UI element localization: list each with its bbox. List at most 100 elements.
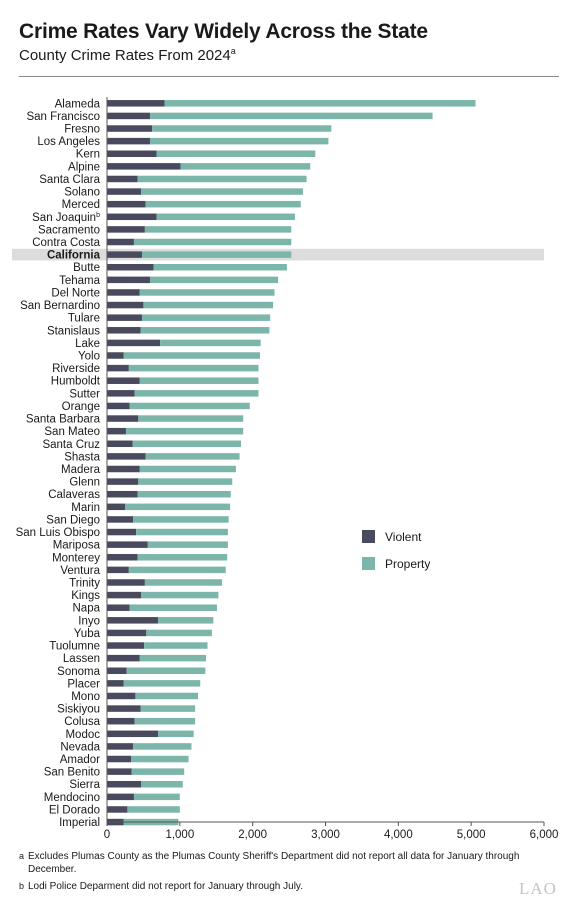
bar-property [131, 768, 185, 775]
bar-violent [107, 150, 157, 157]
footnote-b-mark: b [19, 881, 25, 891]
bar-property [133, 793, 180, 801]
bar-property [149, 137, 329, 145]
bar-property [134, 717, 196, 725]
bar-violent [107, 314, 142, 321]
category-label: Kern [76, 149, 100, 161]
category-label: Monterey [52, 552, 100, 564]
bar-violent [107, 654, 140, 662]
category-label: Trinity [69, 577, 100, 589]
bar-violent [107, 213, 157, 221]
footnote-b-text: Lodi Police Deparment did not report for… [28, 881, 303, 892]
bar-property [133, 238, 292, 246]
bar-violent [107, 276, 150, 284]
bar-violent [107, 175, 138, 183]
category-label: Merced [62, 199, 100, 211]
category-label: Sutter [69, 388, 100, 400]
title-divider [19, 76, 559, 77]
category-label: Contra Costa [32, 237, 100, 249]
bar-violent [107, 743, 134, 750]
category-label: Yolo [78, 351, 100, 363]
bar-property [129, 604, 217, 611]
category-label: Butte [73, 262, 100, 274]
legend-swatch-violent [362, 530, 375, 543]
category-label: El Dorado [49, 804, 100, 816]
category-label: Napa [73, 603, 101, 615]
category-label: San Benito [44, 767, 100, 779]
category-label: Siskiyou [57, 704, 100, 716]
bar-violent [107, 377, 140, 384]
category-label: Lake [75, 338, 100, 350]
x-tick-label: 5,000 [457, 829, 486, 841]
footnote-a: a Excludes Plumas County as the Plumas Co… [19, 850, 539, 876]
bar-violent [107, 768, 132, 775]
x-tick-label: 2,000 [238, 829, 267, 841]
x-tick-label: 6,000 [530, 829, 559, 841]
bar-violent [107, 263, 154, 271]
bar-property [138, 478, 233, 485]
bar-violent [107, 137, 150, 145]
category-label: Modoc [65, 729, 100, 741]
bar-violent [107, 579, 145, 586]
category-label: Lassen [63, 653, 100, 665]
bar-violent [107, 667, 127, 675]
bar-violent [107, 730, 158, 738]
category-label: Solano [64, 187, 100, 199]
bar-property [125, 503, 231, 511]
bar-property [147, 541, 228, 548]
bar-property [156, 150, 316, 157]
bar-property [139, 465, 236, 473]
category-label: Mono [71, 691, 100, 703]
bar-property [126, 667, 206, 675]
bar-violent [107, 541, 148, 548]
bar-violent [107, 440, 133, 448]
bar-property [164, 100, 476, 107]
category-label: Sonoma [57, 666, 100, 678]
bar-property [180, 163, 311, 170]
bar-violent [107, 692, 136, 700]
category-label: Marin [71, 502, 100, 514]
bar-violent [107, 352, 124, 359]
bar-property [133, 743, 192, 750]
bar-property [143, 301, 274, 309]
category-label: Los Angeles [37, 136, 100, 148]
category-label: Santa Barbara [26, 414, 101, 426]
category-label: Humboldt [51, 376, 101, 388]
category-footnote-mark: b [96, 212, 100, 219]
category-label: Ventura [60, 565, 100, 577]
bar-property [125, 427, 244, 435]
x-tick-label: 3,000 [311, 829, 340, 841]
bar-violent [107, 780, 142, 788]
bar-violent [107, 642, 145, 649]
bar-violent [107, 465, 140, 473]
bar-property [160, 339, 261, 347]
category-label: Imperial [59, 817, 100, 829]
bar-property [139, 654, 207, 662]
bar-violent [107, 717, 135, 725]
bar-property [140, 705, 196, 712]
bar-property [139, 289, 275, 296]
bar-violent [107, 478, 139, 485]
category-label: Madera [61, 464, 101, 476]
bar-property [135, 692, 199, 700]
bar-property [131, 755, 189, 763]
category-label: Stanislaus [47, 325, 100, 337]
bar-violent [107, 680, 124, 687]
category-label: Sacramento [38, 224, 100, 236]
category-label: Tulare [68, 313, 100, 325]
bar-violent [107, 705, 141, 712]
bar-violent [107, 806, 128, 813]
footnote-a-text: Excludes Plumas County as the Plumas Cou… [28, 851, 520, 875]
x-tick-label: 1,000 [165, 829, 194, 841]
bar-property [145, 453, 240, 460]
category-label: San Luis Obispo [16, 527, 100, 539]
bar-property [129, 402, 250, 410]
lao-logo: LAO [519, 879, 557, 898]
bar-property [145, 200, 301, 208]
category-label: Santa Cruz [42, 439, 100, 451]
bar-violent [107, 226, 145, 233]
bar-violent [107, 402, 130, 410]
category-label: San Bernardino [20, 300, 100, 312]
bar-property [141, 188, 303, 195]
